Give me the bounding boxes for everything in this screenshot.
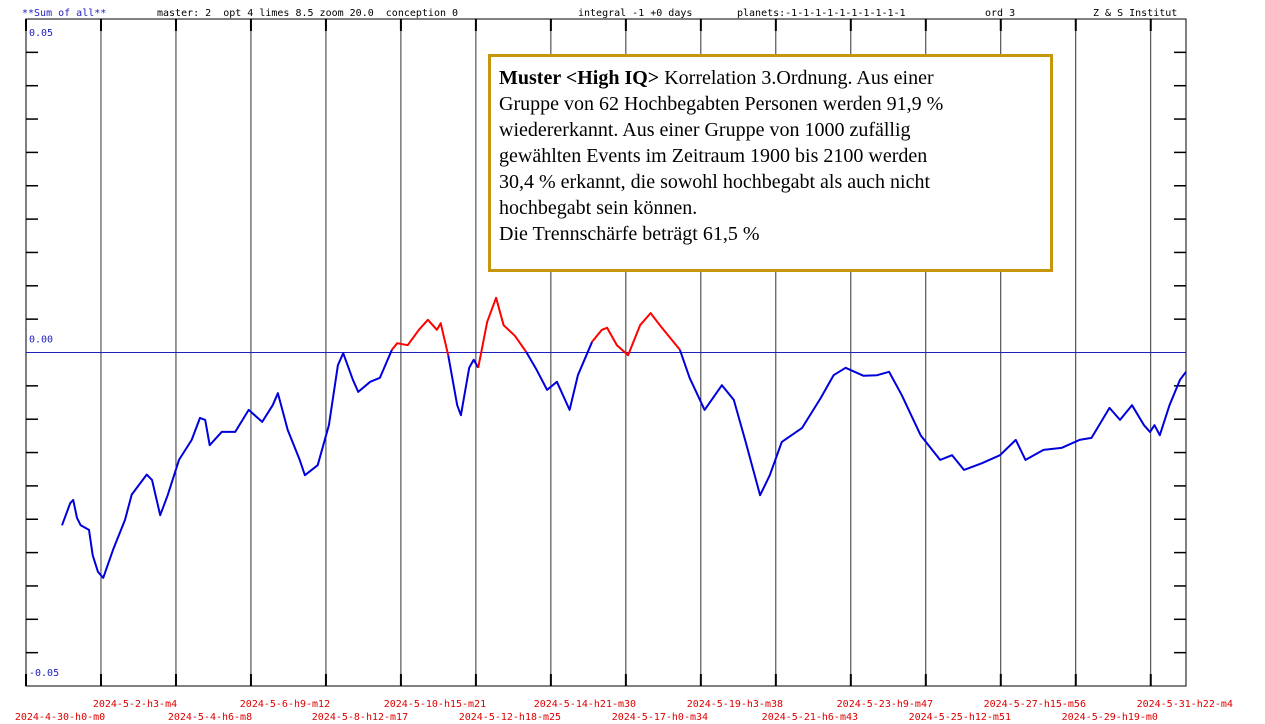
x-tick-label: 2024-5-17-h0-m34 [612, 712, 708, 723]
annotation-line: Muster <High IQ> Korrelation 3.Ordnung. … [499, 65, 1050, 91]
header-text: integral -1 +0 days [578, 8, 692, 19]
annotation-line: Die Trennschärfe beträgt 61,5 % [499, 223, 760, 245]
x-tick-label: 2024-5-10-h15-m21 [384, 699, 486, 710]
annotation-line: Gruppe von 62 Hochbegabten Personen werd… [499, 93, 944, 115]
data-line [61, 349, 393, 579]
annotation-line: 30,4 % erkannt, die sowohl hochbegabt al… [499, 171, 930, 193]
data-line [447, 355, 480, 417]
data-line [591, 312, 681, 357]
x-tick-label: 2024-5-29-h19-m0 [1062, 712, 1158, 723]
data-line [525, 341, 594, 411]
data-line [391, 318, 450, 356]
x-tick-label: 2024-5-31-h22-m4 [1137, 699, 1233, 710]
x-tick-label: 2024-5-2-h3-m4 [93, 699, 177, 710]
x-tick-label: 2024-5-6-h9-m12 [240, 699, 330, 710]
x-tick-label: 2024-5-25-h12-m51 [909, 712, 1011, 723]
data-line [678, 349, 1187, 497]
header-text: master: 2 opt 4 limes 8.5 zoom 20.0 conc… [157, 8, 458, 19]
annotation-bold: Muster <High IQ> [499, 67, 660, 89]
x-tick-label: 2024-5-19-h3-m38 [687, 699, 783, 710]
annotation-line: gewählten Events im Zeitraum 1900 bis 21… [499, 145, 928, 167]
header-text: **Sum of all** [22, 8, 106, 19]
y-tick-label: 0.00 [29, 335, 53, 346]
x-tick-label: 2024-5-23-h9-m47 [837, 699, 933, 710]
header-text: ord 3 [985, 8, 1015, 19]
x-tick-label: 2024-5-27-h15-m56 [984, 699, 1086, 710]
x-tick-label: 2024-5-8-h12-m17 [312, 712, 408, 723]
annotation: Muster <High IQ> Korrelation 3.Ordnung. … [488, 54, 1053, 272]
y-tick-label: -0.05 [29, 668, 59, 679]
header-text: Z & S Institut [1093, 8, 1177, 19]
annotation-line: wiedererkannt. Aus einer Gruppe von 1000… [499, 119, 911, 141]
x-tick-label: 2024-4-30-h0-m0 [15, 712, 105, 723]
annotation-line: hochbegabt sein können. [499, 197, 698, 219]
x-tick-label: 2024-5-14-h21-m30 [534, 699, 636, 710]
data-line [477, 296, 527, 368]
x-tick-label: 2024-5-12-h18-m25 [459, 712, 561, 723]
x-tick-label: 2024-5-4-h6-m8 [168, 712, 252, 723]
y-tick-label: 0.05 [29, 28, 53, 39]
annotation-text: Korrelation 3.Ordnung. Aus einer [664, 67, 934, 89]
header-text: planets:-1-1-1-1-1-1-1-1-1-1 [737, 8, 906, 19]
x-tick-label: 2024-5-21-h6-m43 [762, 712, 858, 723]
